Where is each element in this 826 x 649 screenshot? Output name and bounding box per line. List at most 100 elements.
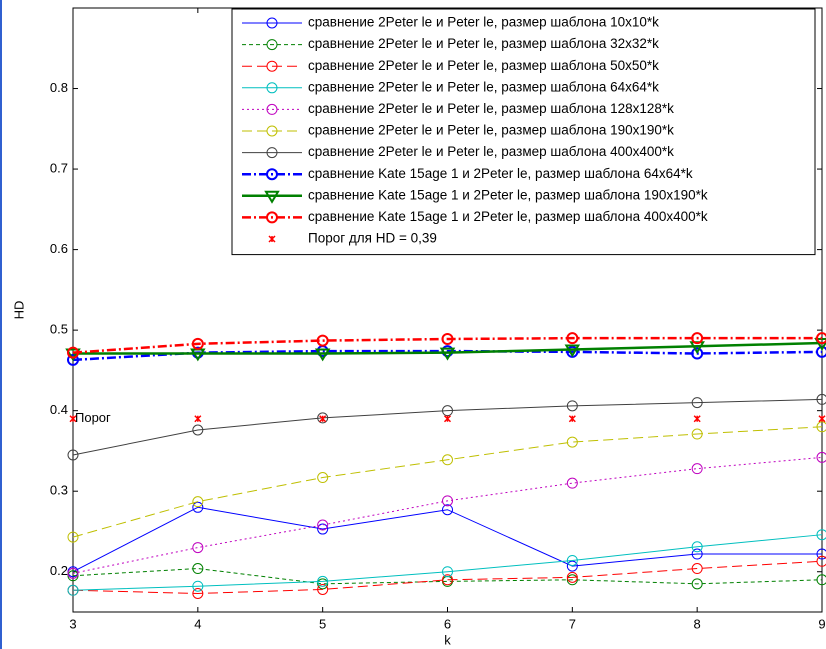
marker [566, 560, 578, 572]
marker [691, 463, 703, 475]
marker [192, 501, 204, 513]
legend-label: сравнение Kate 15age 1 и 2Peter le, разм… [308, 187, 708, 202]
marker [316, 334, 329, 347]
marker [566, 332, 579, 345]
series-line [72, 426, 823, 538]
marker [192, 587, 204, 599]
series-line [72, 568, 823, 585]
marker [317, 523, 329, 535]
x-tick-label: 4 [194, 616, 201, 631]
x-tick-label: 9 [818, 616, 825, 631]
marker [442, 504, 453, 516]
y-tick-label: 0.7 [50, 161, 68, 176]
legend-marker [266, 17, 278, 29]
marker [191, 337, 204, 350]
marker [192, 424, 204, 436]
marker [439, 347, 456, 361]
legend-label: сравнение 2Peter le и Peter le, размер ш… [308, 101, 674, 116]
y-tick-label: 0.2 [50, 563, 68, 578]
x-tick-label: 6 [444, 616, 451, 631]
x-axis-label: k [444, 632, 451, 647]
y-tick-label: 0.8 [50, 80, 68, 95]
marker [314, 348, 331, 362]
marker [691, 332, 704, 345]
legend-marker [264, 190, 280, 204]
marker [67, 584, 79, 596]
legend-marker [266, 60, 278, 72]
marker [67, 567, 79, 579]
y-tick-label: 0.6 [50, 241, 68, 256]
marker [67, 353, 79, 366]
marker [67, 449, 79, 461]
legend-marker [266, 211, 278, 224]
marker [192, 563, 204, 575]
marker [566, 554, 578, 566]
marker [67, 346, 79, 359]
marker [816, 332, 826, 345]
legend-label: сравнение 2Peter le и Peter le, размер ш… [308, 123, 674, 138]
marker [568, 415, 576, 423]
series-line [72, 534, 823, 591]
series-line [72, 456, 823, 574]
marker [564, 344, 581, 358]
marker [566, 574, 578, 586]
marker [67, 531, 79, 543]
marker [816, 345, 826, 358]
marker [317, 412, 329, 424]
marker [691, 347, 704, 360]
marker [441, 332, 454, 345]
marker [442, 566, 453, 578]
marker [317, 519, 329, 531]
legend-marker [266, 103, 278, 115]
legend-box [231, 8, 816, 256]
marker [566, 571, 578, 583]
marker [443, 415, 452, 423]
legend-label: сравнение Kate 15age 1 и 2Peter le, разм… [308, 166, 693, 181]
legend-marker [266, 147, 278, 159]
legend-label: сравнение 2Peter le и Peter le, размер ш… [308, 36, 659, 51]
legend: сравнение 2Peter le и Peter le, размер ш… [231, 8, 816, 256]
marker [691, 548, 703, 560]
legend-marker [266, 39, 278, 51]
marker [192, 542, 204, 554]
series-line [72, 560, 823, 594]
legend-marker [266, 168, 278, 181]
marker [67, 570, 79, 582]
series-line [73, 341, 823, 355]
marker [691, 397, 703, 409]
marker [194, 415, 202, 423]
marker [442, 574, 453, 586]
marker [816, 548, 826, 560]
legend-marker [268, 235, 276, 243]
marker [816, 393, 826, 405]
legend-marker [266, 82, 278, 94]
marker [693, 415, 701, 423]
marker [816, 555, 826, 567]
x-tick-label: 5 [319, 616, 326, 631]
marker [691, 563, 703, 575]
series-line [72, 398, 823, 456]
marker [566, 477, 578, 489]
marker [192, 496, 204, 508]
legend-marker [266, 125, 278, 137]
marker [566, 436, 578, 448]
marker [317, 472, 329, 484]
marker [566, 400, 578, 412]
marker [317, 578, 329, 590]
marker [816, 574, 826, 586]
y-axis-label: HD [11, 301, 26, 320]
legend-label: сравнение 2Peter le и Peter le, размер ш… [308, 58, 659, 73]
marker [192, 580, 204, 592]
marker [317, 583, 329, 595]
y-tick-label: 0.5 [50, 322, 68, 337]
x-tick-label: 8 [694, 616, 701, 631]
y-tick-label: 0.3 [50, 483, 68, 498]
marker [442, 405, 453, 417]
series-line [72, 506, 822, 573]
marker [319, 415, 327, 423]
marker [691, 541, 703, 553]
legend-label: сравнение 2Peter le и Peter le, размер ш… [308, 79, 659, 94]
x-tick-label: 7 [569, 616, 576, 631]
marker [816, 451, 826, 463]
